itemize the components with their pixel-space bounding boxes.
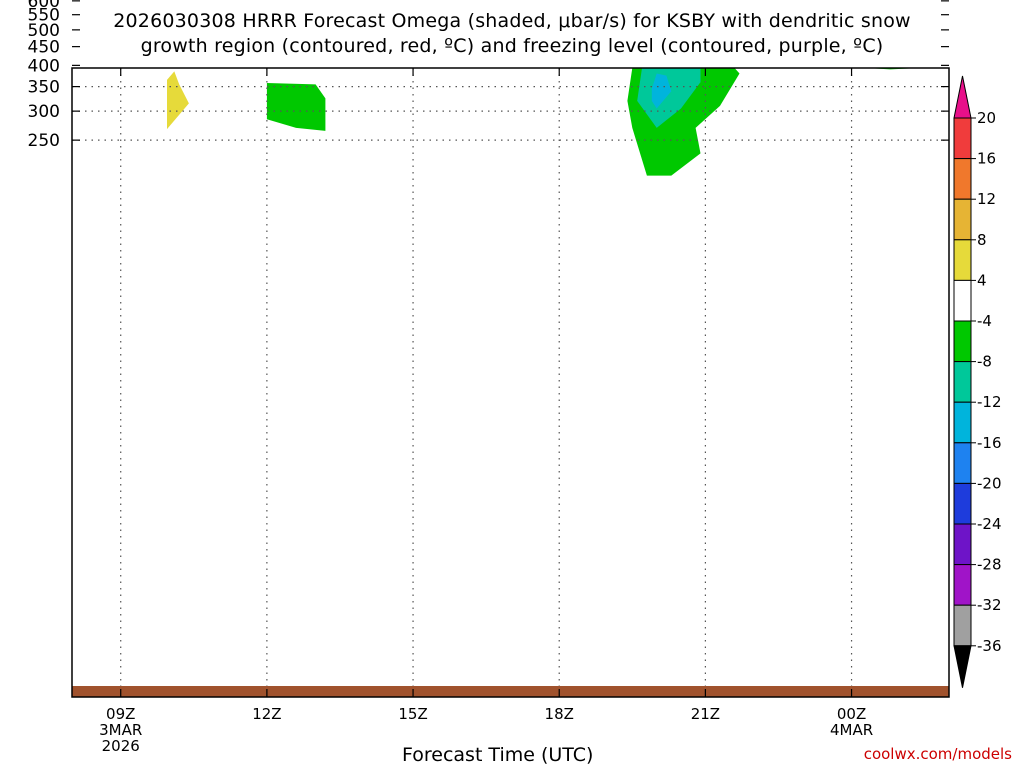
contour-label: -12 — [305, 0, 327, 7]
contour-line — [72, 0, 949, 13]
colorbar-swatch — [953, 158, 972, 200]
plot-frame — [71, 67, 950, 698]
y-tick-label: 500 — [28, 21, 60, 41]
omega-region--12 — [651, 73, 672, 109]
contour-label-bg — [691, 24, 719, 38]
contour-label-bg — [302, 0, 330, 6]
x-axis-label: Forecast Time (UTC) — [402, 744, 594, 766]
colorbar-swatch — [953, 482, 972, 525]
x-tick-label: 21Z — [691, 705, 720, 723]
x-tick-label: 3MAR — [99, 721, 142, 739]
terrain-bar — [72, 686, 949, 697]
colorbar-swatch — [953, 442, 972, 484]
contour-label: -18 — [115, 13, 137, 27]
colorbar-swatch — [953, 198, 972, 241]
contour-line — [72, 18, 949, 35]
plot-area: -18-18-12-1200 — [72, 0, 949, 697]
colorbar-swatch — [953, 604, 972, 647]
x-tick-label: 2026 — [102, 737, 140, 755]
colorbar-label: -36 — [977, 637, 1002, 655]
colorbar-label: 20 — [977, 109, 996, 127]
colorbar-arrow-bottom — [953, 645, 972, 688]
colorbar-swatch — [953, 361, 972, 403]
contour-label-bg — [604, 1, 632, 15]
colorbar-label: -24 — [977, 515, 1002, 533]
y-tick-label: 450 — [28, 38, 60, 58]
omega-region--8 — [637, 68, 701, 128]
colorbar-swatch — [953, 117, 972, 160]
colorbar-swatch — [953, 564, 972, 606]
colorbar-label: 12 — [977, 190, 996, 208]
x-tick-label: 18Z — [545, 705, 574, 723]
colorbar-label: -16 — [977, 434, 1002, 452]
colorbar-swatch — [953, 320, 972, 363]
colorbar-swatch — [953, 279, 972, 322]
x-tick-label: 09Z — [106, 705, 135, 723]
colorbar-label: -28 — [977, 556, 1002, 574]
colorbar-swatch — [953, 239, 972, 281]
colorbar-label: 8 — [977, 231, 987, 249]
y-tick-label: 300 — [28, 102, 60, 122]
x-tick-label: 4MAR — [830, 721, 873, 739]
x-tick-label: 00Z — [837, 705, 866, 723]
contour-label: -12 — [607, 2, 629, 16]
y-tick-label: 250 — [28, 131, 60, 151]
colorbar-label: -32 — [977, 596, 1002, 614]
contour-label-bg — [112, 12, 140, 26]
omega-region--4 — [266, 83, 326, 131]
chart-title-line2: growth region (contoured, red, ºC) and f… — [140, 35, 884, 57]
omega-region-4 — [167, 71, 189, 130]
chart-title-line1: 2026030308 HRRR Forecast Omega (shaded, … — [113, 10, 911, 32]
colorbar-label: -8 — [977, 353, 992, 371]
watermark: coolwx.com/models — [863, 745, 1012, 763]
x-tick-label: 12Z — [252, 705, 281, 723]
colorbar-label: -12 — [977, 393, 1002, 411]
y-tick-label: 550 — [28, 6, 60, 26]
contour-label: -18 — [695, 25, 717, 39]
colorbar-label: 16 — [977, 150, 996, 168]
x-tick-label: 15Z — [398, 705, 427, 723]
colorbar-label: -20 — [977, 474, 1002, 492]
colorbar-label: 4 — [977, 271, 987, 289]
colorbar-swatch — [953, 523, 972, 566]
colorbar-arrow-top — [953, 75, 972, 119]
y-tick-label: 350 — [28, 78, 60, 98]
colorbar-swatch — [953, 401, 972, 444]
y-tick-label: 600 — [28, 0, 60, 12]
colorbar-label: -4 — [977, 312, 992, 330]
y-tick-label: 400 — [28, 56, 60, 76]
